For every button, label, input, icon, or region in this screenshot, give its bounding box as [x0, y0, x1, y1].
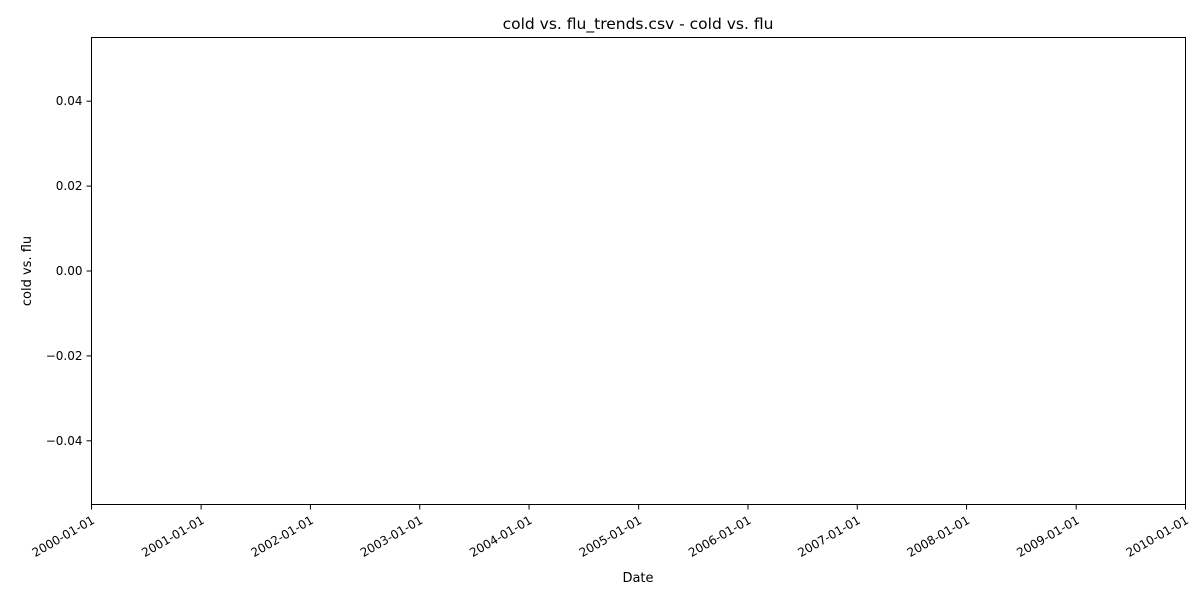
- x-tick-label: 2004-01-01: [467, 513, 534, 560]
- y-tick-label: 0.04: [56, 94, 83, 108]
- y-tick-label: 0.02: [56, 179, 83, 193]
- x-axis-ticks: 2000-01-01 2001-01-01 2002-01-01 2003-01-01…: [30, 504, 1191, 560]
- x-tick-label: 2008-01-01: [905, 513, 972, 560]
- x-tick-label: 2007-01-01: [795, 513, 862, 560]
- x-tick-label: 2006-01-01: [686, 513, 753, 560]
- x-tick-label: 2003-01-01: [358, 513, 425, 560]
- y-axis-label: cold vs. flu: [20, 236, 35, 306]
- x-tick-label: 2009-01-01: [1014, 513, 1081, 560]
- y-axis-ticks: 0.04 0.02 0.00 −0.02 −0.04: [46, 94, 92, 448]
- x-tick-label: 2001-01-01: [139, 513, 206, 560]
- y-tick-label: −0.02: [46, 349, 83, 363]
- y-tick-label: 0.00: [56, 264, 83, 278]
- x-axis-label: Date: [622, 571, 653, 586]
- x-tick-label: 2005-01-01: [577, 513, 644, 560]
- x-tick-label: 2000-01-01: [30, 513, 97, 560]
- chart-title: cold vs. flu_trends.csv - cold vs. flu: [503, 15, 774, 34]
- x-tick-label: 2002-01-01: [249, 513, 316, 560]
- plot-area-frame: [91, 37, 1186, 505]
- x-tick-label: 2010-01-01: [1124, 513, 1191, 560]
- y-tick-label: −0.04: [46, 434, 83, 448]
